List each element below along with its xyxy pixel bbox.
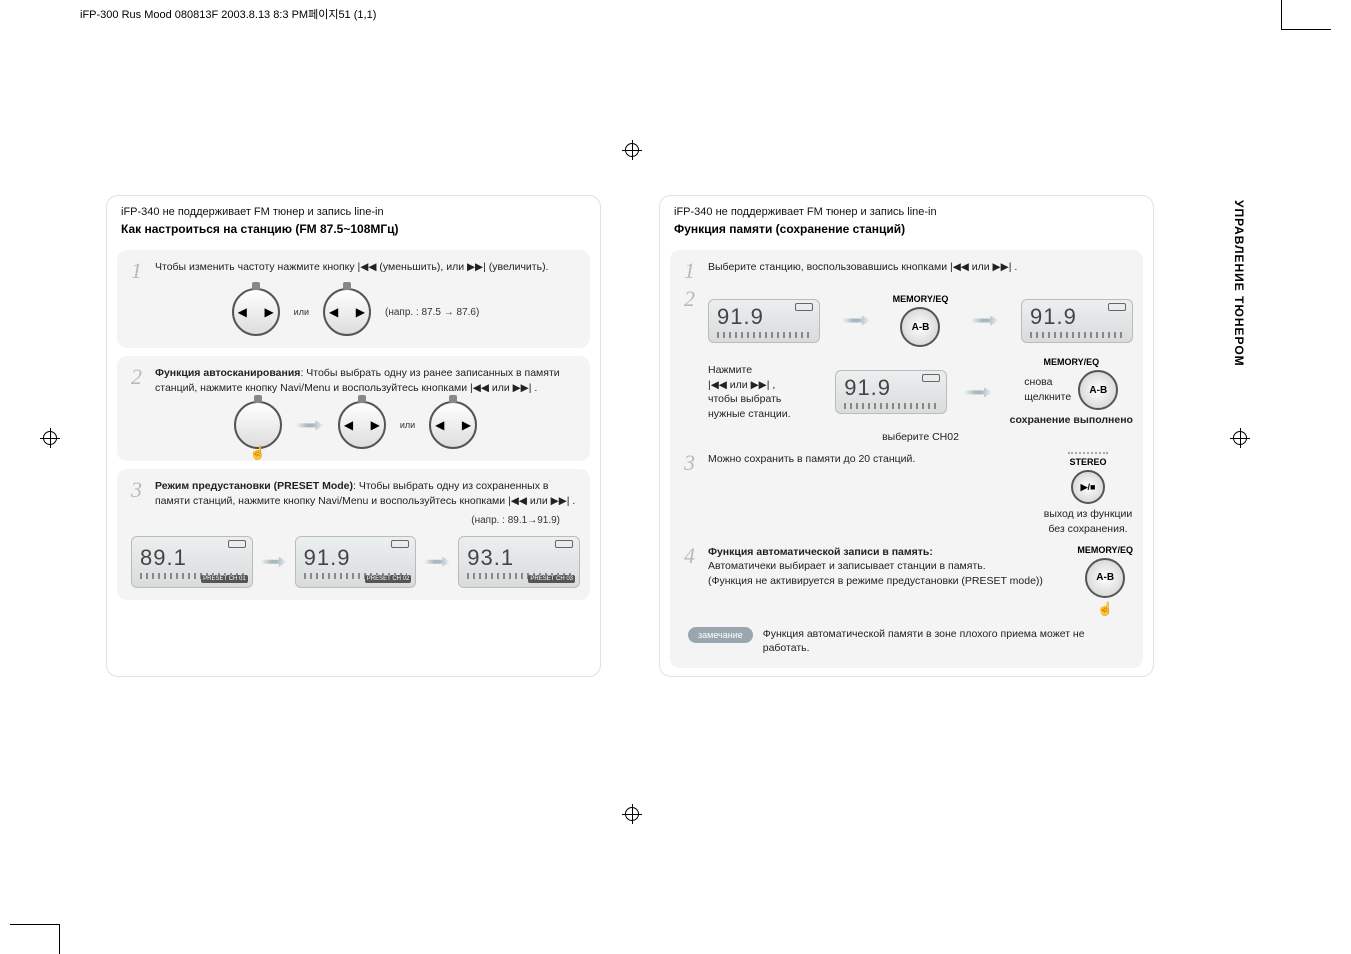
step-text: Чтобы изменить частоту нажмите кнопку |◀… bbox=[155, 260, 549, 275]
step-number: 2 bbox=[684, 288, 702, 310]
ab-button-icon: A-B bbox=[1078, 370, 1118, 410]
step-text: Выберите станцию, воспользовавшись кнопк… bbox=[708, 260, 1017, 275]
dial-icon: ◀▶ bbox=[429, 401, 477, 449]
right-page: iFP-340 не поддерживает FM тюнер и запис… bbox=[659, 195, 1154, 677]
ab-button-icon: A-B bbox=[1085, 558, 1125, 598]
step-number: 1 bbox=[131, 260, 149, 282]
memory-eq-label: MEMORY/EQ bbox=[893, 294, 949, 304]
step-number: 4 bbox=[684, 545, 702, 567]
done-label: сохранение выполнено bbox=[1010, 413, 1133, 428]
side-label-right: УПРАВЛЕНИЕ ТЮНЕРОМ bbox=[1232, 200, 1246, 367]
lcd-display: 91.9 bbox=[835, 370, 947, 414]
step-1-section: 1 Чтобы изменить частоту нажмите кнопку … bbox=[117, 250, 590, 348]
arrow-icon bbox=[296, 420, 324, 430]
step-text: Функция автоматической записи в память: … bbox=[708, 545, 1071, 589]
note-text: Функция автоматической памяти в зоне пло… bbox=[763, 627, 1129, 656]
step-number: 1 bbox=[684, 260, 702, 282]
arrow-icon bbox=[261, 557, 287, 567]
registration-mark bbox=[40, 428, 60, 448]
step-number: 3 bbox=[684, 452, 702, 474]
doc-header: iFP-300 Rus Mood 080813F 2003.8.13 8:3 P… bbox=[80, 6, 376, 22]
step-text: Можно сохранить в памяти до 20 станций. bbox=[708, 452, 1037, 467]
memory-eq-label: MEMORY/EQ bbox=[1043, 357, 1099, 367]
press-text: Нажмите |◀◀ или ▶▶| , чтобы выбрать нужн… bbox=[708, 363, 818, 422]
step-2-section: 2 Функция автосканирования: Чтобы выбрат… bbox=[117, 356, 590, 461]
arrow-icon bbox=[424, 557, 450, 567]
exit-label: выход из функции без сохранения. bbox=[1043, 507, 1133, 536]
arrow-icon bbox=[971, 316, 999, 326]
stereo-label: STEREO bbox=[1069, 457, 1106, 467]
notice-text: iFP-340 не поддерживает FM тюнер и запис… bbox=[674, 206, 1139, 218]
example-label: (напр. : 87.5 → 87.6) bbox=[385, 307, 479, 318]
dotted-arrow bbox=[1068, 452, 1108, 454]
step-text: Функция автосканирования: Чтобы выбрать … bbox=[155, 366, 580, 395]
ab-button-icon: A-B bbox=[900, 307, 940, 347]
step-number: 3 bbox=[131, 479, 149, 501]
lcd-display: 91.9 bbox=[708, 299, 820, 343]
dial-icon: ☝ bbox=[234, 401, 282, 449]
page-title: Как настроиться на станцию (FM 87.5~108М… bbox=[121, 222, 586, 236]
lcd-display: 91.9 bbox=[1021, 299, 1133, 343]
dial-icon: ◀▶ bbox=[338, 401, 386, 449]
lcd-display: 91.9 PRESET CH 02 bbox=[295, 536, 417, 588]
select-ch-label: выберите CH02 bbox=[708, 430, 1133, 445]
registration-mark bbox=[1230, 428, 1250, 448]
or-label: или bbox=[294, 307, 309, 317]
registration-mark bbox=[622, 804, 642, 824]
lcd-display: 93.1 PRESET CH 03 bbox=[458, 536, 580, 588]
crop-mark bbox=[10, 924, 60, 954]
arrow-icon bbox=[842, 316, 870, 326]
hand-icon: ☝ bbox=[1097, 601, 1113, 617]
step-number: 2 bbox=[131, 366, 149, 388]
memory-eq-label: MEMORY/EQ bbox=[1077, 545, 1133, 555]
page-title: Функция памяти (сохранение станций) bbox=[674, 222, 1139, 236]
page-spread: iFP-340 не поддерживает FM тюнер и запис… bbox=[106, 195, 1154, 677]
note-badge: замечание bbox=[688, 627, 753, 643]
step-3-section: 3 Режим предустановки (PRESET Mode): Что… bbox=[117, 469, 590, 599]
or-label: или bbox=[400, 420, 415, 430]
registration-mark bbox=[622, 140, 642, 160]
example-label: (напр. : 89.1→91.9) bbox=[131, 515, 580, 526]
left-page: iFP-340 не поддерживает FM тюнер и запис… bbox=[106, 195, 601, 677]
lcd-display: 89.1 PRESET CH 01 bbox=[131, 536, 253, 588]
dial-icon: ◀▶ bbox=[323, 288, 371, 336]
step-text: Режим предустановки (PRESET Mode): Чтобы… bbox=[155, 479, 580, 508]
notice-text: iFP-340 не поддерживает FM тюнер и запис… bbox=[121, 206, 586, 218]
memory-section: 1 Выберите станцию, воспользовавшись кно… bbox=[670, 250, 1143, 668]
dial-icon: ◀▶ bbox=[232, 288, 280, 336]
again-label: снова щелкните bbox=[1024, 375, 1074, 404]
crop-mark bbox=[1281, 0, 1331, 30]
play-button-icon: ▶/■ bbox=[1071, 470, 1105, 504]
arrow-icon bbox=[964, 387, 992, 397]
